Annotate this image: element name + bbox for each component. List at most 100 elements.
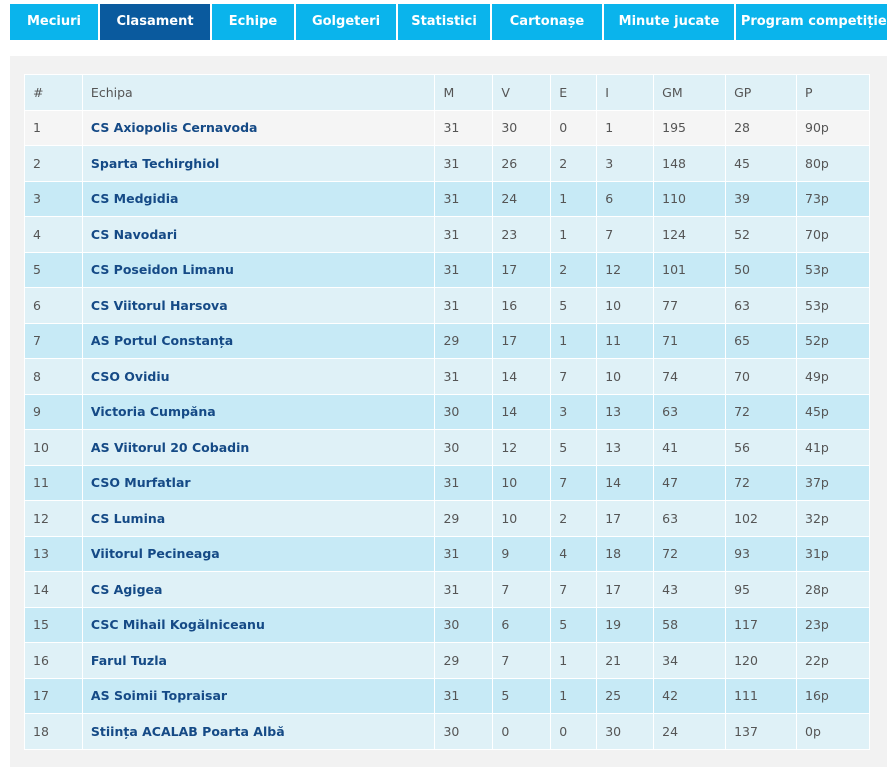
tab[interactable]: Meciuri	[10, 4, 98, 40]
table-row: 7 AS Portul Constanța 29 17 1 11 71 65 52p	[24, 322, 870, 359]
cell: 1	[550, 216, 598, 253]
team-name[interactable]: CS Viitorul Harsova	[81, 287, 436, 324]
cell: 0	[550, 713, 598, 750]
cell: 30	[434, 429, 494, 466]
cell: 50	[725, 251, 797, 288]
cell: 90p	[796, 109, 870, 146]
cell: 111	[725, 677, 797, 714]
team-name[interactable]: CSO Ovidiu	[81, 358, 436, 395]
cell: 19	[596, 606, 655, 643]
team-name[interactable]: Victoria Cumpăna	[81, 393, 436, 430]
cell: 21	[596, 642, 655, 679]
cell: 5	[24, 251, 83, 288]
cell: 72	[725, 393, 797, 430]
cell: 49p	[796, 358, 870, 395]
cell: 25	[596, 677, 655, 714]
table-row: 16 Farul Tuzla 29 7 1 21 34 120 22p	[24, 642, 870, 679]
cell: 24	[492, 180, 552, 217]
cell: 39	[725, 180, 797, 217]
column-header: I	[596, 74, 655, 111]
table-row: 9 Victoria Cumpăna 30 14 3 13 63 72 45p	[24, 393, 870, 430]
table-row: 12 CS Lumina 29 10 2 17 63 102 32p	[24, 500, 870, 537]
team-name[interactable]: AS Viitorul 20 Cobadin	[81, 429, 436, 466]
tab-bar: Meciuri Clasament Echipe Golgeteri Statistic…	[10, 4, 887, 40]
team-name[interactable]: CS Medgidia	[81, 180, 436, 217]
tab[interactable]: Echipe	[212, 4, 294, 40]
table-row: 8 CSO Ovidiu 31 14 7 10 74 70 49p	[24, 358, 870, 395]
team-name[interactable]: CS Poseidon Limanu	[81, 251, 436, 288]
column-header: E	[550, 74, 598, 111]
cell: 195	[653, 109, 727, 146]
tab[interactable]: Statistici	[398, 4, 490, 40]
team-name[interactable]: Farul Tuzla	[81, 642, 436, 679]
team-name[interactable]: Stiința ACALAB Poarta Albă	[81, 713, 436, 750]
cell: 4	[24, 216, 83, 253]
team-name[interactable]: AS Soimii Topraisar	[81, 677, 436, 714]
cell: 52	[725, 216, 797, 253]
cell: 11	[24, 464, 83, 501]
cell: 58	[653, 606, 727, 643]
cell: 31	[434, 358, 494, 395]
cell: 26	[492, 145, 552, 182]
standings-table: # Echipa M V E I GM GP P 1 CS Axiopolis Cernavoda…	[24, 74, 870, 750]
team-name[interactable]: CSC Mihail Kogălniceanu	[81, 606, 436, 643]
cell: 77	[653, 287, 727, 324]
cell: 6	[24, 287, 83, 324]
cell: 45	[725, 145, 797, 182]
cell: 18	[24, 713, 83, 750]
cell: 7	[550, 358, 598, 395]
cell: 73p	[796, 180, 870, 217]
cell: 63	[653, 393, 727, 430]
cell: 70	[725, 358, 797, 395]
cell: 12	[492, 429, 552, 466]
cell: 93	[725, 535, 797, 572]
tab[interactable]: Clasament	[100, 4, 210, 40]
table-row: 5 CS Poseidon Limanu 31 17 2 12 101 50 53p	[24, 251, 870, 288]
cell: 72	[653, 535, 727, 572]
team-name[interactable]: CS Navodari	[81, 216, 436, 253]
cell: 30	[492, 109, 552, 146]
cell: 1	[550, 322, 598, 359]
cell: 101	[653, 251, 727, 288]
tab[interactable]: Golgeteri	[296, 4, 396, 40]
cell: 37p	[796, 464, 870, 501]
column-header: GM	[653, 74, 727, 111]
column-header: V	[492, 74, 552, 111]
cell: 12	[596, 251, 655, 288]
cell: 74	[653, 358, 727, 395]
cell: 10	[492, 464, 552, 501]
cell: 53p	[796, 287, 870, 324]
team-name[interactable]: CSO Murfatlar	[81, 464, 436, 501]
team-name[interactable]: Viitorul Pecineaga	[81, 535, 436, 572]
cell: 124	[653, 216, 727, 253]
cell: 11	[596, 322, 655, 359]
tab[interactable]: Minute jucate	[604, 4, 734, 40]
cell: 9	[492, 535, 552, 572]
cell: 14	[596, 464, 655, 501]
cell: 56	[725, 429, 797, 466]
team-name[interactable]: Sparta Techirghiol	[81, 145, 436, 182]
cell: 16	[24, 642, 83, 679]
team-name[interactable]: CS Agigea	[81, 571, 436, 608]
team-name[interactable]: CS Lumina	[81, 500, 436, 537]
table-row: 17 AS Soimii Topraisar 31 5 1 25 42 111 16p	[24, 677, 870, 714]
cell: 120	[725, 642, 797, 679]
cell: 70p	[796, 216, 870, 253]
cell: 23	[492, 216, 552, 253]
column-header: P	[796, 74, 870, 111]
cell: 31	[434, 464, 494, 501]
table-row: 1 CS Axiopolis Cernavoda 31 30 0 1 195 28 90p	[24, 109, 870, 146]
tab[interactable]: Cartonașe	[492, 4, 602, 40]
tab[interactable]: Program competiției	[736, 4, 887, 40]
team-name[interactable]: AS Portul Constanța	[81, 322, 436, 359]
team-name[interactable]: CS Axiopolis Cernavoda	[81, 109, 436, 146]
cell: 7	[492, 642, 552, 679]
cell: 137	[725, 713, 797, 750]
cell: 30	[596, 713, 655, 750]
cell: 4	[550, 535, 598, 572]
cell: 42	[653, 677, 727, 714]
cell: 15	[24, 606, 83, 643]
cell: 3	[596, 145, 655, 182]
cell: 10	[492, 500, 552, 537]
